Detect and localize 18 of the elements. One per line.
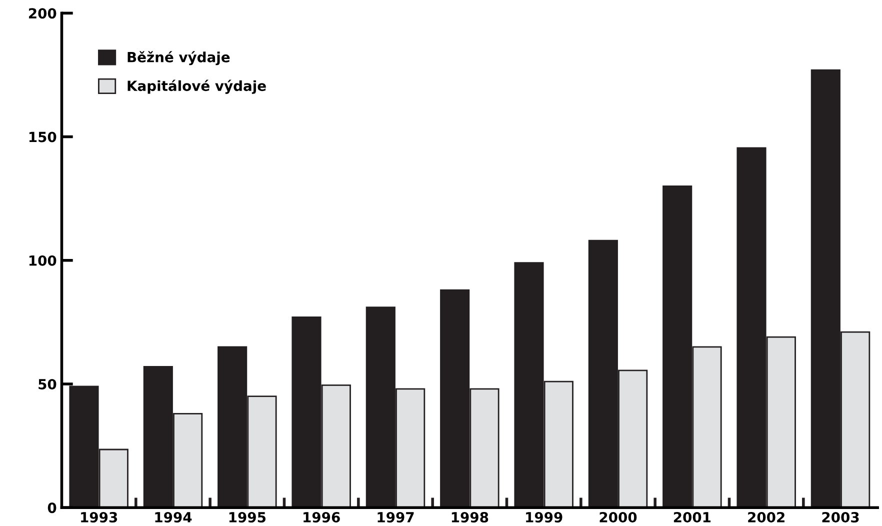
legend-label: Kapitálové výdaje bbox=[128, 80, 266, 94]
y-tick-label: 0 bbox=[48, 502, 56, 514]
x-tick-label: 1998 bbox=[452, 512, 488, 523]
y-tick-label: 50 bbox=[38, 378, 56, 390]
y-tick-label: 100 bbox=[29, 255, 56, 266]
x-tick-label: 2001 bbox=[674, 512, 711, 523]
x-tick-label: 1999 bbox=[526, 512, 562, 523]
x-tick-label: 1994 bbox=[155, 512, 192, 523]
x-tick-label: 2002 bbox=[748, 512, 784, 523]
x-tick-label: 1996 bbox=[304, 512, 340, 523]
x-tick-label: 1997 bbox=[378, 512, 414, 523]
y-tick-label: 150 bbox=[29, 132, 56, 142]
x-tick-label: 2000 bbox=[600, 512, 637, 523]
x-tick-label: 1993 bbox=[81, 512, 118, 523]
legend-label: Běžné výdaje bbox=[128, 51, 230, 66]
y-tick-label: 200 bbox=[28, 8, 56, 19]
x-tick-label: 2003 bbox=[822, 512, 859, 523]
x-tick-label: 1995 bbox=[229, 512, 266, 523]
